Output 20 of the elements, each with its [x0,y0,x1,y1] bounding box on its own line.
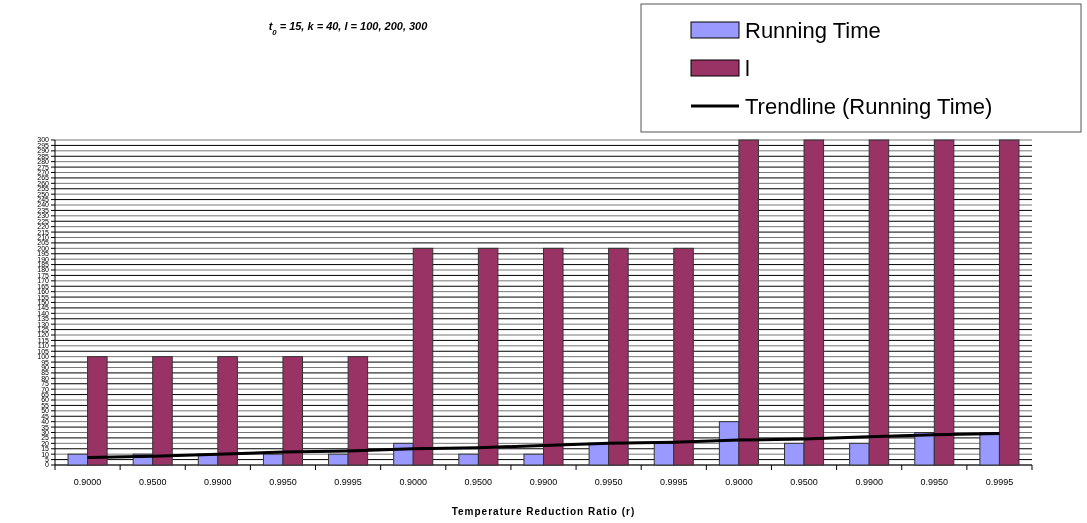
x-tick-label: 0.9950 [269,477,297,487]
x-tick-label: 0.9995 [985,477,1014,487]
x-tick-label: 0.9900 [855,477,883,487]
x-tick-label: 0.9995 [660,477,688,487]
x-tick-label: 0.9500 [790,477,818,487]
x-tick-label: 0.9500 [138,477,167,487]
x-tick-label: 0.9950 [920,477,949,487]
x-tick-label: 0.9000 [725,477,753,487]
legend-label: l [745,55,750,81]
legend-label: Trendline (Running Time) [745,93,993,119]
chart-title: t$_{0}$ = 15, k = 40, l = 100, 200, 300 [268,20,429,37]
x-tick-label: 0.9900 [204,477,232,487]
x-tick-label: 0.9995 [334,477,362,487]
x-tick-label: 0.9000 [399,477,427,487]
x-tick-label: 0.9900 [529,477,558,487]
x-tick-label: 0.9500 [464,477,493,487]
x-axis-title: Temperature Reduction Ratio (r) [451,506,636,517]
x-tick-label: 0.9950 [594,477,623,487]
legend-label: Running Time [745,17,881,43]
x-tick-label: 0.9000 [73,477,102,487]
